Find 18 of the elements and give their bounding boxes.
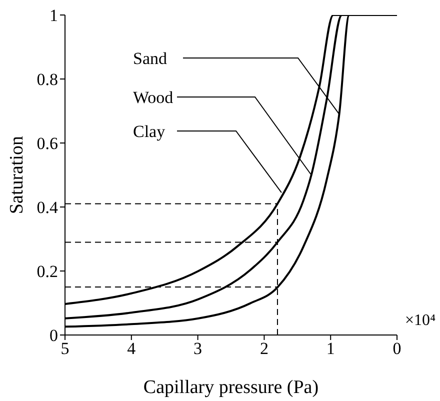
x-axis-title: Capillary pressure (Pa) bbox=[143, 377, 319, 398]
y-tick-label: 0.4 bbox=[36, 198, 58, 218]
y-tick-label: 0.2 bbox=[36, 262, 58, 282]
y-tick-label: 1 bbox=[50, 6, 58, 26]
x-tick-label: 5 bbox=[60, 339, 70, 358]
y-tick-label: 0.8 bbox=[36, 70, 58, 90]
text: ×10⁴ bbox=[405, 312, 436, 329]
x-tick-label: 4 bbox=[127, 339, 136, 358]
x-tick-label: 0 bbox=[392, 339, 402, 358]
x-tick-label: 2 bbox=[260, 339, 268, 358]
annotation: Sand bbox=[133, 49, 168, 68]
annotation: Wood bbox=[133, 88, 174, 107]
y-tick-label: 0 bbox=[50, 326, 58, 346]
x-tick-label: 3 bbox=[194, 339, 202, 358]
y-tick-label: 0.6 bbox=[36, 134, 58, 154]
x-tick-label: 1 bbox=[326, 339, 335, 358]
y-axis-title: Saturation bbox=[6, 135, 28, 214]
annotation: Clay bbox=[133, 122, 166, 141]
